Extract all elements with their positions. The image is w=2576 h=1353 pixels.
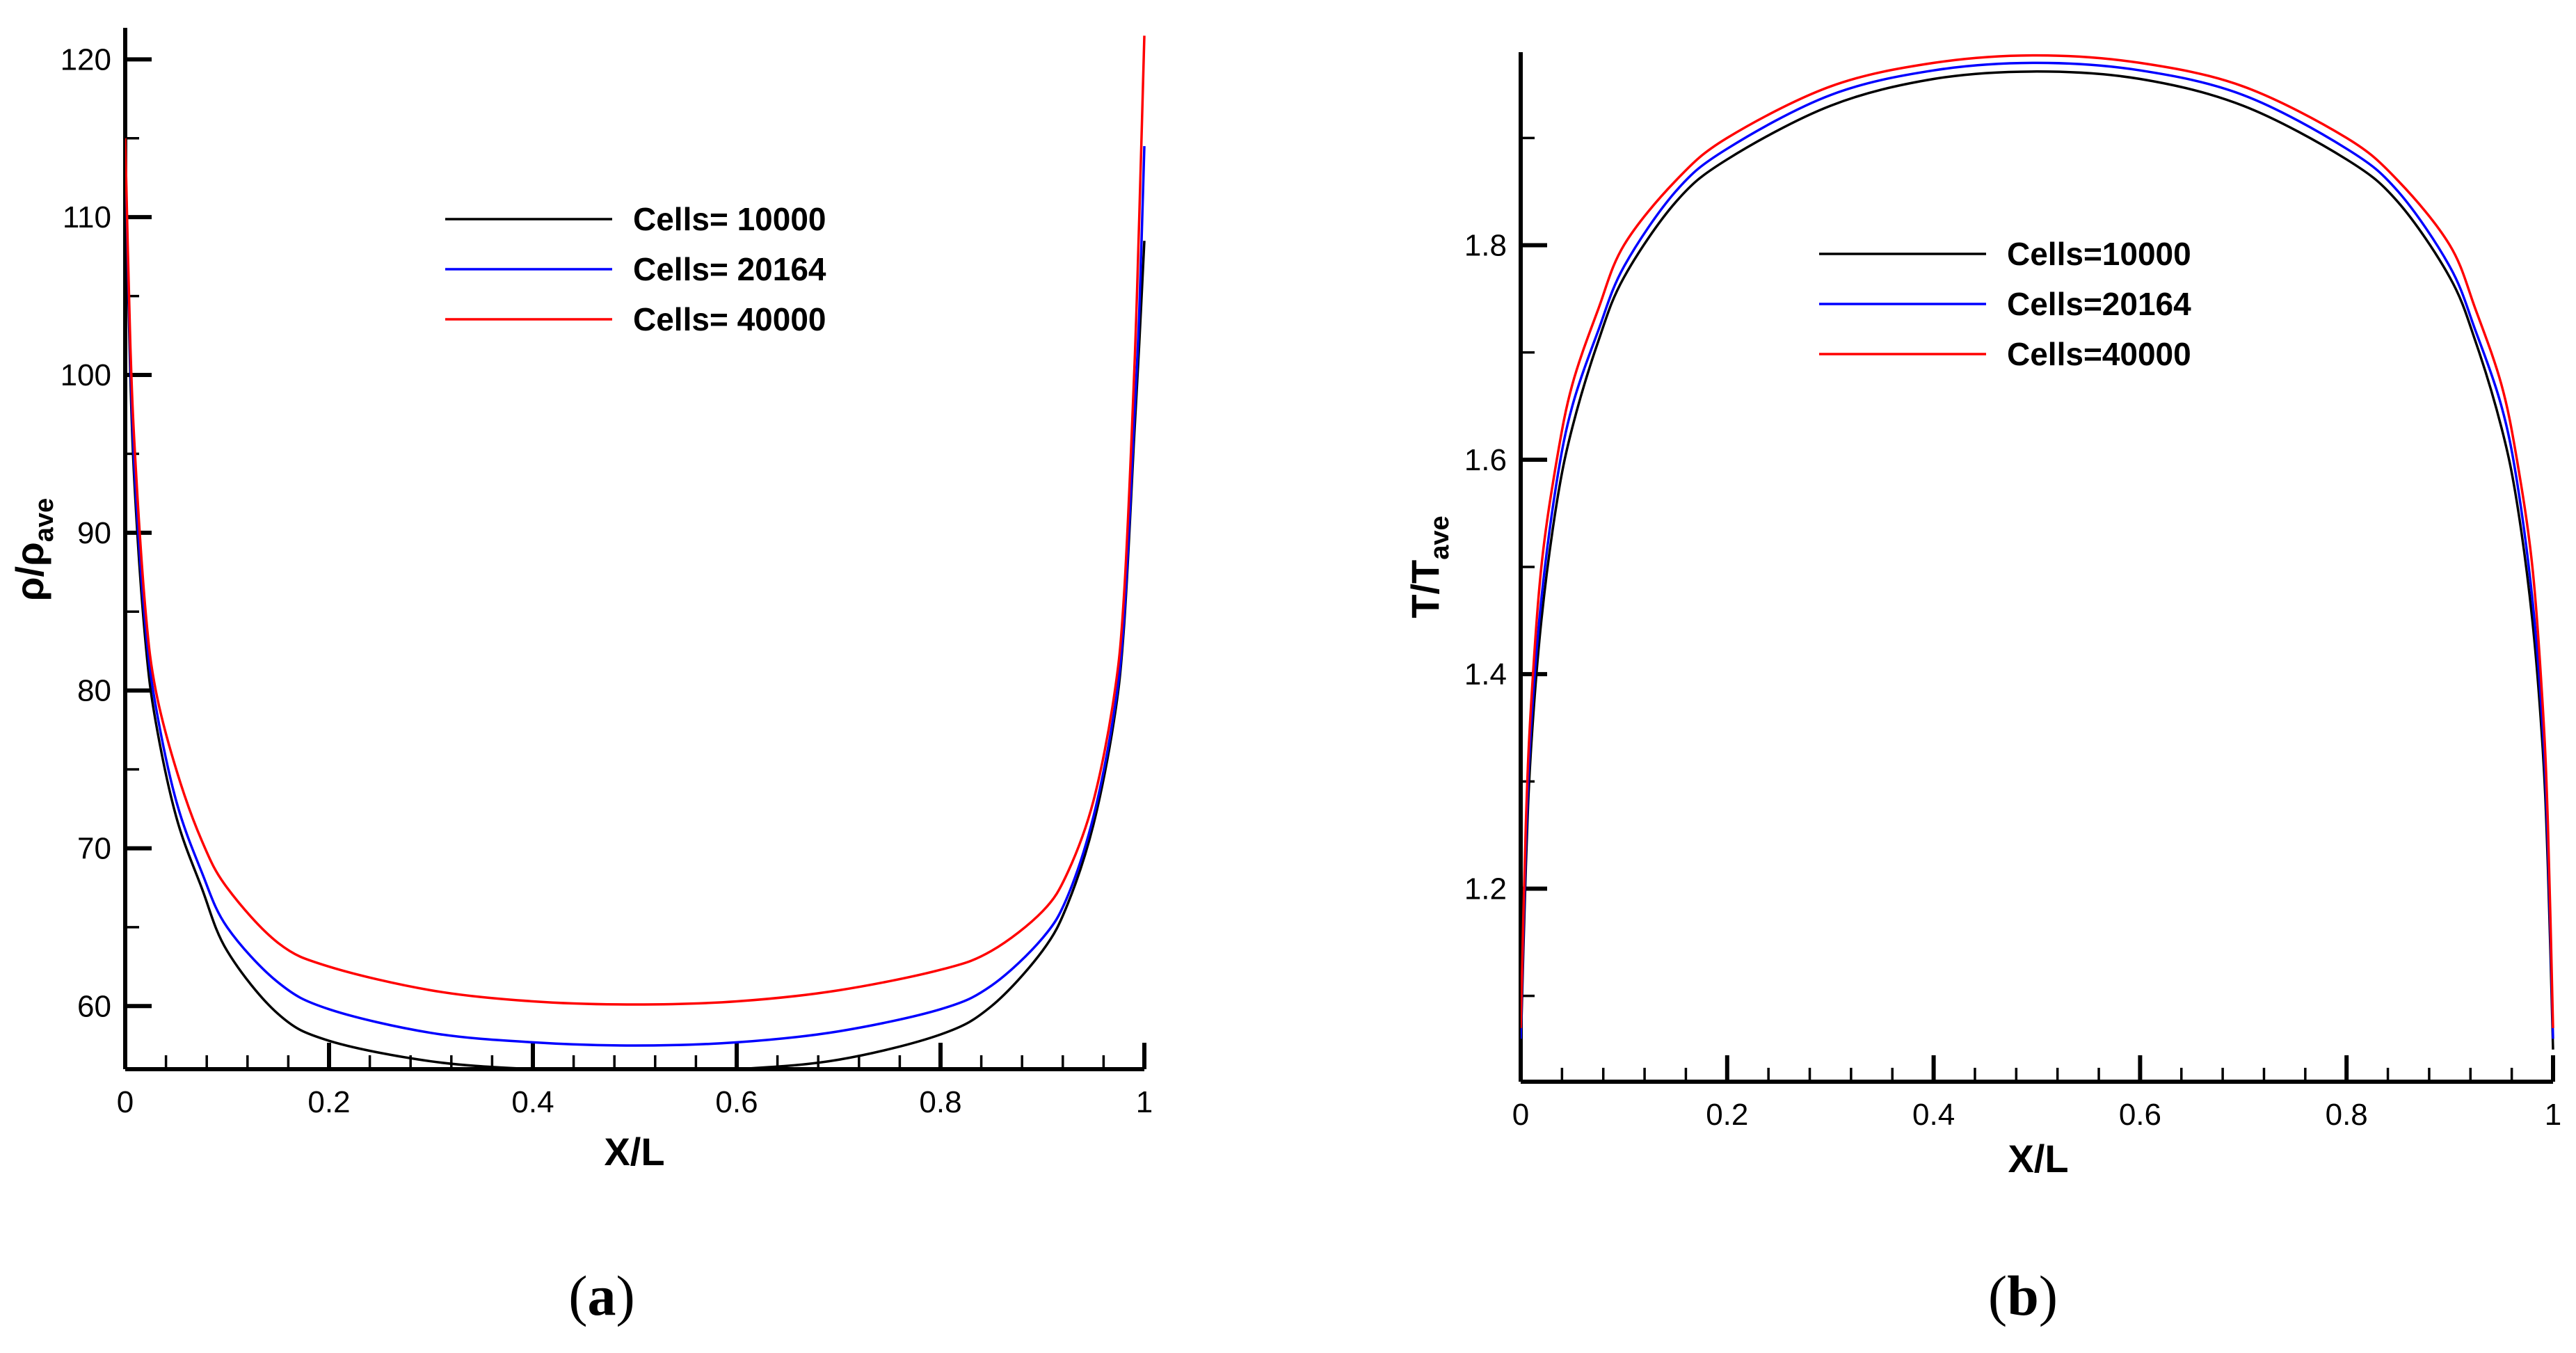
y-tick-label: 60 (77, 989, 111, 1023)
y-axis-title: ρ/ρave (8, 498, 59, 601)
panel-label: (a) (568, 1264, 635, 1327)
y-tick-label: 100 (61, 358, 111, 392)
series-line-cells-10000 (1521, 70, 2554, 1050)
panel-a-density-chart: 0 0.2 0.4 0.6 0.8 1 60 70 80 90 100 110 120 Cells= 10… (8, 28, 1153, 1327)
y-axis-title-subscript: ave (30, 498, 59, 542)
x-tick-label: 0.8 (2326, 1098, 2368, 1132)
x-tick-label: 0.6 (715, 1085, 758, 1119)
y-tick-label: 1.2 (1464, 872, 1507, 906)
x-tick-label: 1 (2545, 1098, 2561, 1132)
x-axis-title: X/L (2008, 1137, 2068, 1180)
panel-b-temperature-chart: 0 0.2 0.4 0.6 0.8 1 1.2 1.4 1.6 1.8 Cells=10000 Cel… (1403, 52, 2561, 1327)
legend-label: Cells=40000 (2007, 336, 2191, 372)
series-line-cells-40000 (1521, 54, 2554, 1028)
x-tick-label: 0.2 (307, 1085, 350, 1119)
y-axis-title-main: ρ/ρ (8, 542, 51, 601)
y-tick-label: 1.6 (1464, 443, 1507, 477)
y-axis-title-subscript: ave (1425, 515, 1455, 559)
x-tick-label: 0.4 (1912, 1098, 1955, 1132)
legend-label: Cells= 20164 (633, 251, 826, 287)
y-tick-label: 120 (61, 42, 111, 77)
series-line-cells-20164 (125, 146, 1146, 1047)
series-line-cells-40000 (125, 35, 1146, 1006)
y-tick-label: 1.4 (1464, 657, 1507, 691)
legend-label: Cells= 40000 (633, 301, 826, 337)
legend-label: Cells= 10000 (633, 201, 826, 237)
y-axis-title: T/Tave (1403, 515, 1455, 618)
x-tick-label: 0.8 (919, 1085, 961, 1119)
y-tick-label: 110 (63, 200, 111, 234)
legend-label: Cells=10000 (2007, 236, 2191, 272)
x-tick-label: 0.2 (1706, 1098, 1748, 1132)
y-tick-label: 1.8 (1464, 229, 1507, 263)
y-tick-label: 90 (77, 516, 111, 550)
x-tick-label: 0.4 (511, 1085, 554, 1119)
series-line-cells-20164 (1521, 61, 2554, 1039)
x-axis-title: X/L (604, 1130, 664, 1174)
y-tick-label: 70 (77, 831, 111, 865)
legend-label: Cells=20164 (2007, 286, 2191, 322)
x-tick-label: 0 (1512, 1098, 1529, 1132)
x-tick-label: 0.6 (2119, 1098, 2161, 1132)
x-tick-label: 0 (117, 1085, 134, 1119)
y-tick-label: 80 (77, 674, 111, 708)
series-line-cells-10000 (125, 154, 1146, 1069)
y-axis-title-main: T/T (1403, 560, 1447, 618)
x-tick-label: 1 (1136, 1085, 1153, 1119)
panel-label: (b) (1988, 1264, 2058, 1327)
